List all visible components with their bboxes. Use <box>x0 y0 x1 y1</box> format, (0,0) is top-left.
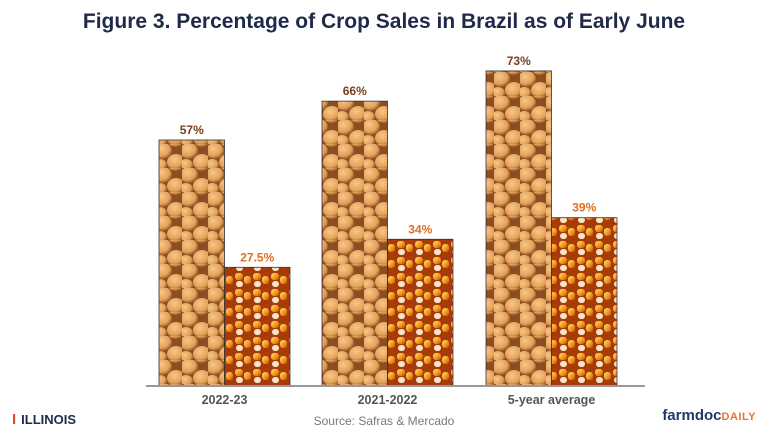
source-note: Source: Safras & Mercado <box>313 414 455 428</box>
farmdoc-logo-text: farmdoc <box>662 407 722 424</box>
illinois-logo: I ILLINOIS <box>12 411 76 428</box>
illinois-i-icon: I <box>12 411 17 428</box>
category-label: 5-year average <box>508 393 596 407</box>
data-label: 66% <box>343 84 367 98</box>
soybean-bar <box>321 100 388 387</box>
farmdoc-daily-logo: farmdocDAILY <box>662 407 756 424</box>
daily-logo-text: DAILY <box>721 411 756 423</box>
corn-bar <box>551 217 618 387</box>
soybean-bar <box>158 139 225 387</box>
category-label: 2022-23 <box>202 393 248 407</box>
corn-bar <box>224 266 291 387</box>
data-label: 39% <box>572 201 596 215</box>
data-label: 34% <box>408 222 432 236</box>
data-label: 73% <box>507 54 531 68</box>
illinois-logo-text: ILLINOIS <box>21 412 77 427</box>
category-label: 2021-2022 <box>358 393 418 407</box>
chart-title: Figure 3. Percentage of Crop Sales in Br… <box>82 10 686 33</box>
data-label: 57% <box>180 123 204 137</box>
soybean-bar <box>485 70 552 387</box>
data-label: 27.5% <box>240 250 274 264</box>
corn-bar <box>387 238 454 387</box>
